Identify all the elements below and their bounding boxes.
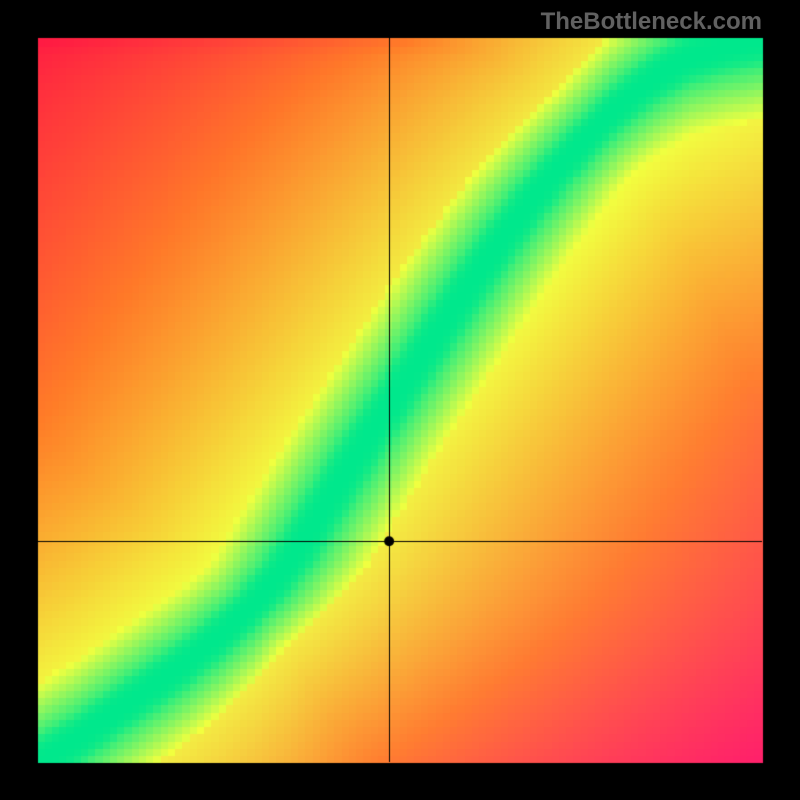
bottleneck-heatmap [0, 0, 800, 800]
watermark-text: TheBottleneck.com [541, 8, 762, 36]
chart-container: TheBottleneck.com [0, 0, 800, 800]
